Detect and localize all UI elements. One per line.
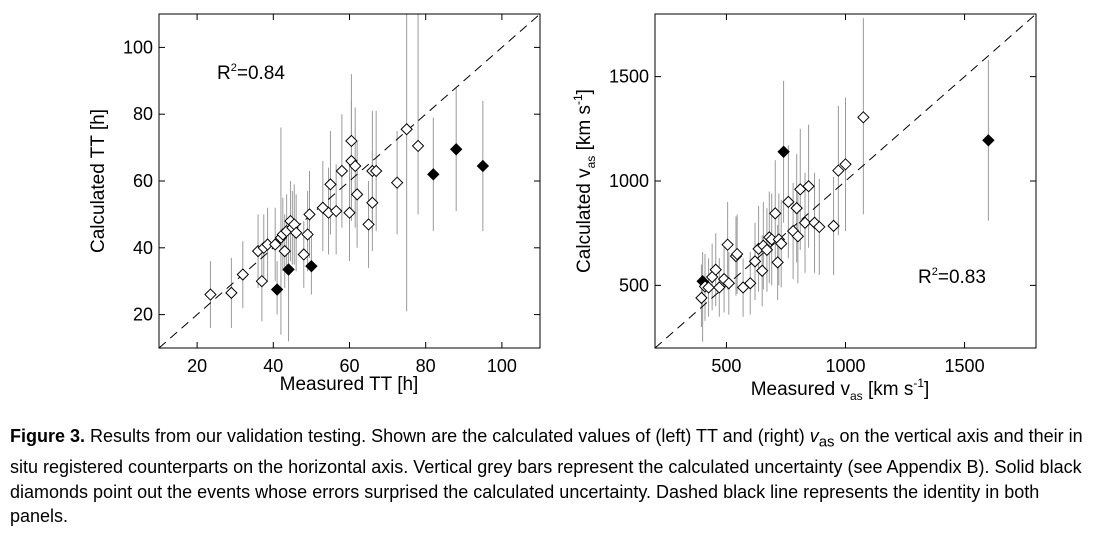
left-axis-ticks: 20 40 60 80 100 20 40 60 80 100 [123,14,540,376]
caption-label: Figure 3. [10,426,86,446]
right-open-diamond-point [744,277,757,290]
right-open-diamond-point [839,158,852,171]
right-error-bars [700,18,989,342]
right-data-points [695,111,995,305]
right-y-tick-label: 1500 [609,67,649,87]
left-open-diamond-point [411,139,425,153]
left-x-tick-label: 100 [487,356,517,376]
left-filled-diamond-point [305,259,318,273]
right-filled-diamond-point [777,145,790,158]
right-open-diamond-point [832,164,845,177]
left-x-tick-label: 40 [263,356,283,376]
right-x-tick-label: 500 [711,356,741,376]
right-axis-ticks: 500 1000 1500 500 1000 1500 [609,14,1036,376]
left-x-axis-label: Measured TT [h] [280,374,419,395]
left-y-tick-label: 60 [133,171,153,191]
left-open-diamond-point [349,159,362,173]
right-y-tick-label: 500 [619,275,649,295]
left-open-diamond-point [369,164,383,178]
right-open-diamond-point [748,255,762,268]
left-x-tick-label: 80 [416,356,436,376]
right-identity-line [654,13,1037,349]
left-scatter-plot: 20 40 60 80 100 20 40 60 80 100 R2=0.84 Measured … [88,13,541,395]
right-y-axis-label: Calculated vas [km s-1] [571,89,598,273]
right-open-diamond-point [709,263,722,276]
left-y-axis-label: Calculated TT [h] [88,109,109,253]
right-open-diamond-point [721,238,734,251]
right-x-tick-label: 1500 [945,356,985,376]
right-open-diamond-point [782,195,795,209]
right-open-diamond-point [769,207,782,220]
caption-text-1: Results from our validation testing. Sho… [85,426,810,446]
left-open-diamond-point [400,123,413,136]
left-open-diamond-point [366,196,379,209]
right-filled-diamond-point [982,134,995,147]
left-identity-line [158,13,541,349]
left-open-diamond-point [278,244,291,258]
right-scatter-plot: 500 1000 1500 500 1000 1500 R2=0.83 Measured … [571,13,1037,400]
left-y-tick-label: 40 [133,238,153,258]
caption-text-2: on the vertical axis and their in situ r… [10,426,1083,527]
right-open-diamond-point [798,216,812,229]
caption-variable: v [809,426,819,446]
right-open-diamond-point [790,201,803,215]
right-open-diamond-point [702,281,715,294]
left-open-diamond-point [225,286,238,300]
left-open-diamond-point [268,238,282,251]
right-open-diamond-point [857,111,870,124]
left-open-diamond-point [345,134,358,148]
left-filled-diamond-point [476,159,490,173]
left-open-diamond-point [350,188,364,201]
left-open-diamond-point [204,288,217,301]
right-r2-annotation: R2=0.83 [918,266,986,288]
right-open-diamond-point [774,237,788,250]
left-data-points [204,123,490,301]
left-open-diamond-point [297,248,310,261]
left-open-diamond-point [324,178,337,191]
left-open-diamond-point [289,226,303,239]
left-open-diamond-point [390,176,404,189]
left-filled-diamond-point [270,283,284,296]
left-r2-annotation: R2=0.84 [217,62,285,84]
left-open-diamond-point [329,204,343,218]
right-y-tick-label: 1000 [609,171,649,191]
right-open-diamond-point [755,264,769,277]
left-open-diamond-point [335,164,349,178]
right-open-diamond-point [802,180,815,193]
left-open-diamond-point [236,268,250,281]
left-open-diamond-point [303,208,316,221]
right-open-diamond-point [695,291,708,305]
right-open-diamond-point [771,256,784,269]
right-x-tick-label: 1000 [825,356,865,376]
left-y-tick-label: 80 [133,104,153,124]
left-y-tick-label: 20 [133,305,153,325]
right-open-diamond-point [827,219,840,233]
right-open-diamond-point [791,230,805,243]
left-open-diamond-point [301,228,314,241]
left-filled-diamond-point [449,143,463,156]
left-y-tick-label: 100 [123,37,153,57]
right-open-diamond-point [730,247,744,261]
left-filled-diamond-point [427,168,440,181]
left-open-diamond-point [343,206,356,219]
right-open-diamond-point [722,277,736,290]
right-open-diamond-point [760,243,774,257]
left-filled-diamond-point [282,263,295,276]
caption-variable-subscript: as [818,433,835,451]
right-open-diamond-point [713,281,726,294]
left-open-diamond-point [255,274,269,288]
figure-panels: 20 40 60 80 100 20 40 60 80 100 R2=0.84 Measured … [88,13,1037,400]
figure-caption: Figure 3. Results from our validation te… [10,424,1100,529]
left-open-diamond-point [362,218,375,231]
left-x-tick-label: 60 [339,356,359,376]
right-x-axis-label: Measured vas [km s-1] [751,376,930,400]
right-open-diamond-point [813,220,826,234]
left-x-tick-label: 20 [187,356,207,376]
